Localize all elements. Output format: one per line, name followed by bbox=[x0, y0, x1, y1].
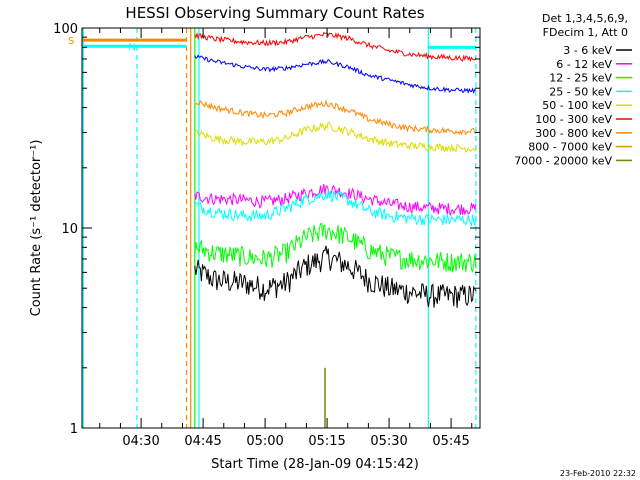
x-tick-label: 04:45 bbox=[184, 434, 221, 449]
legend-entry-label: 12 - 25 keV bbox=[549, 72, 612, 85]
y-tick-label: 100 bbox=[53, 22, 78, 37]
footer-timestamp: 23-Feb-2010 22:32 bbox=[560, 469, 636, 478]
flag-label-n: N bbox=[128, 42, 135, 53]
series-line-3 bbox=[194, 189, 477, 227]
series-line-5 bbox=[194, 31, 477, 63]
series-line-6 bbox=[194, 98, 477, 136]
legend-header-line-2: FDecim 1, Att 0 bbox=[543, 26, 628, 39]
series-line-1 bbox=[194, 183, 477, 217]
flag-label-s: S bbox=[68, 36, 74, 47]
chart-title: HESSI Observing Summary Count Rates bbox=[125, 4, 424, 22]
legend-entry-label: 6 - 12 keV bbox=[556, 58, 612, 71]
legend: Det 1,3,4,5,6,9, FDecim 1, Att 0 3 - 6 k… bbox=[514, 12, 632, 167]
legend-entry-label: 3 - 6 keV bbox=[563, 44, 612, 57]
legend-header-line-1: Det 1,3,4,5,6,9, bbox=[542, 12, 628, 25]
y-tick-label: 10 bbox=[61, 222, 78, 237]
legend-entry-label: 800 - 7000 keV bbox=[528, 141, 612, 154]
x-tick-label: 05:15 bbox=[308, 434, 345, 449]
y-axis-label: Count Rate (s⁻¹ detector⁻¹) bbox=[29, 140, 44, 317]
series-line-0 bbox=[194, 245, 477, 308]
y-tick-label: 1 bbox=[70, 422, 78, 437]
x-tick-label: 05:45 bbox=[432, 434, 469, 449]
plot-area: SN bbox=[68, 28, 477, 428]
series-line-4 bbox=[194, 121, 477, 154]
x-tick-label: 04:30 bbox=[122, 434, 159, 449]
legend-entry-label: 25 - 50 keV bbox=[549, 85, 612, 98]
x-axis-label: Start Time (28-Jan-09 04:15:42) bbox=[211, 457, 419, 472]
series-line-unlisted-0 bbox=[194, 54, 477, 95]
x-tick-label: 05:00 bbox=[246, 434, 283, 449]
legend-entry-label: 300 - 800 keV bbox=[535, 127, 612, 140]
legend-entry-label: 100 - 300 keV bbox=[535, 113, 612, 126]
x-tick-label: 05:30 bbox=[370, 434, 407, 449]
series-line-2 bbox=[194, 222, 477, 274]
legend-entry-label: 50 - 100 keV bbox=[542, 99, 612, 112]
legend-entry-label: 7000 - 20000 keV bbox=[514, 154, 612, 167]
axes: 1 10 100 04:30 04:45 05:00 05:15 05:30 05:45 bbox=[53, 22, 480, 449]
